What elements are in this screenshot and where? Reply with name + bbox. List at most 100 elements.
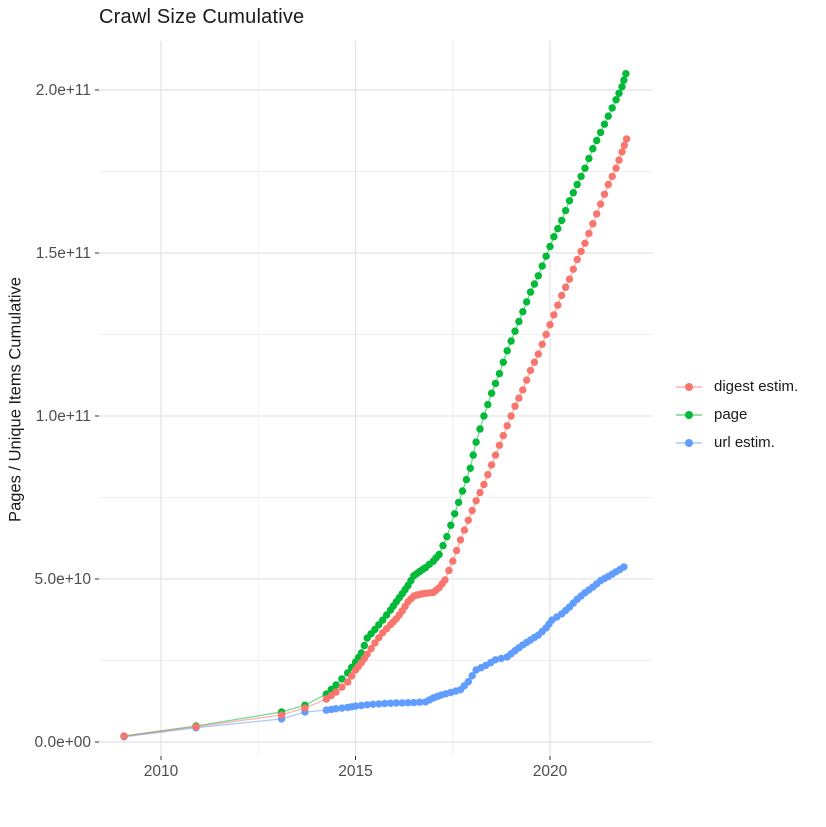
data-point — [604, 112, 612, 120]
y-tick-label: 1.5e+11 — [36, 245, 91, 262]
data-point — [386, 699, 395, 707]
data-point — [433, 692, 441, 701]
data-point — [347, 672, 356, 680]
data-point — [565, 197, 574, 205]
data-point — [442, 690, 450, 698]
data-point — [363, 701, 371, 709]
data-point — [375, 634, 383, 642]
data-point — [371, 639, 379, 647]
chart-title: Crawl Size Cumulative — [99, 6, 305, 28]
data-point — [503, 347, 511, 355]
data-point — [523, 638, 531, 647]
y-tick-label: 0.0e+00 — [35, 734, 92, 751]
data-point — [589, 220, 597, 228]
data-point — [382, 625, 391, 633]
data-point — [381, 699, 389, 708]
data-point — [622, 135, 631, 143]
series-line-url-estim- — [123, 566, 625, 738]
data-point — [530, 358, 539, 366]
data-point — [546, 321, 554, 329]
data-point — [616, 565, 624, 574]
y-tick-label: 5.0e+10 — [35, 571, 92, 588]
data-point — [600, 574, 609, 583]
data-point — [462, 475, 471, 484]
data-point — [452, 687, 460, 695]
legend-label: digest estim. — [714, 378, 799, 395]
data-point — [620, 76, 628, 84]
data-point — [495, 441, 504, 449]
data-point — [507, 337, 515, 345]
data-point — [418, 565, 427, 574]
data-point — [542, 330, 550, 339]
x-tick-label: 2010 — [144, 763, 179, 780]
legend-key-digest-icon — [676, 382, 702, 391]
data-point — [550, 233, 558, 241]
data-point — [487, 389, 496, 397]
data-point — [604, 180, 612, 189]
data-point — [472, 438, 480, 446]
data-point — [456, 536, 465, 544]
data-point — [581, 239, 589, 247]
data-point — [338, 675, 346, 683]
data-point — [561, 206, 570, 215]
data-point — [545, 620, 553, 628]
data-point — [347, 703, 356, 711]
data-point — [395, 594, 403, 602]
data-point — [432, 554, 440, 562]
data-point — [569, 265, 577, 273]
data-point — [360, 641, 368, 650]
data-point — [425, 696, 434, 704]
data-point — [534, 350, 542, 358]
data-point — [425, 560, 434, 568]
data-point — [519, 308, 527, 316]
data-point — [472, 497, 480, 505]
data-point — [432, 586, 440, 594]
data-point — [484, 400, 492, 409]
data-point — [554, 301, 562, 309]
data-point — [561, 606, 570, 615]
data-point — [511, 402, 519, 410]
data-point — [484, 471, 492, 479]
data-point — [466, 464, 474, 472]
data-point — [593, 210, 601, 218]
data-point — [401, 602, 409, 611]
data-point — [600, 190, 609, 198]
data-point — [511, 327, 519, 335]
data-point — [443, 532, 451, 541]
data-point — [596, 128, 605, 137]
data-point — [452, 546, 461, 555]
data-point — [542, 252, 550, 260]
data-point — [615, 89, 623, 98]
data-point — [499, 358, 507, 366]
data-point — [573, 180, 581, 189]
data-point — [425, 589, 434, 597]
data-point — [608, 172, 616, 181]
legend-key-page-icon — [676, 410, 702, 419]
data-point — [497, 654, 506, 663]
data-point — [338, 704, 346, 712]
data-point — [392, 699, 400, 707]
data-point — [507, 650, 515, 658]
data-point — [538, 627, 546, 636]
data-point — [404, 699, 412, 707]
data-point — [487, 658, 495, 667]
data-point — [608, 570, 616, 578]
data-point — [585, 154, 593, 163]
data-point — [460, 526, 469, 534]
data-point — [538, 262, 546, 270]
data-point — [622, 70, 630, 78]
data-point — [491, 451, 500, 459]
data-point — [369, 700, 377, 708]
y-tick-label: 1.0e+11 — [36, 408, 91, 425]
data-point — [395, 611, 403, 619]
data-point — [367, 630, 375, 638]
data-point — [573, 255, 581, 264]
data-point — [468, 506, 476, 515]
data-point — [468, 672, 476, 680]
data-point — [612, 96, 620, 104]
x-tick-label: 2015 — [338, 763, 372, 780]
data-point — [608, 104, 616, 112]
data-point — [569, 189, 577, 197]
data-point — [507, 412, 515, 420]
